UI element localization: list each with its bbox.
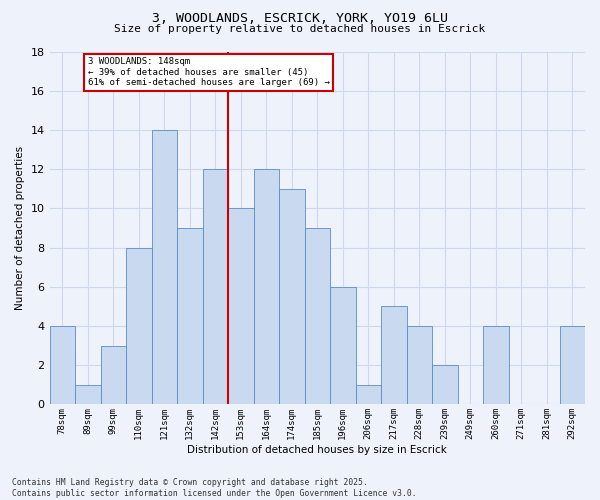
Text: Size of property relative to detached houses in Escrick: Size of property relative to detached ho… bbox=[115, 24, 485, 34]
Bar bbox=[101, 346, 126, 405]
Bar bbox=[381, 306, 407, 404]
Bar bbox=[483, 326, 509, 404]
Bar bbox=[432, 365, 458, 405]
Bar bbox=[203, 169, 228, 404]
Y-axis label: Number of detached properties: Number of detached properties bbox=[15, 146, 25, 310]
Bar bbox=[356, 385, 381, 404]
X-axis label: Distribution of detached houses by size in Escrick: Distribution of detached houses by size … bbox=[187, 445, 447, 455]
Bar bbox=[279, 188, 305, 404]
Bar bbox=[305, 228, 330, 404]
Bar bbox=[75, 385, 101, 404]
Bar bbox=[228, 208, 254, 404]
Bar bbox=[407, 326, 432, 404]
Bar bbox=[126, 248, 152, 404]
Bar bbox=[152, 130, 177, 404]
Bar bbox=[254, 169, 279, 404]
Bar bbox=[560, 326, 585, 404]
Text: 3, WOODLANDS, ESCRICK, YORK, YO19 6LU: 3, WOODLANDS, ESCRICK, YORK, YO19 6LU bbox=[152, 12, 448, 26]
Text: Contains HM Land Registry data © Crown copyright and database right 2025.
Contai: Contains HM Land Registry data © Crown c… bbox=[12, 478, 416, 498]
Bar bbox=[177, 228, 203, 404]
Bar bbox=[330, 287, 356, 405]
Text: 3 WOODLANDS: 148sqm
← 39% of detached houses are smaller (45)
61% of semi-detach: 3 WOODLANDS: 148sqm ← 39% of detached ho… bbox=[88, 58, 329, 87]
Bar bbox=[50, 326, 75, 404]
